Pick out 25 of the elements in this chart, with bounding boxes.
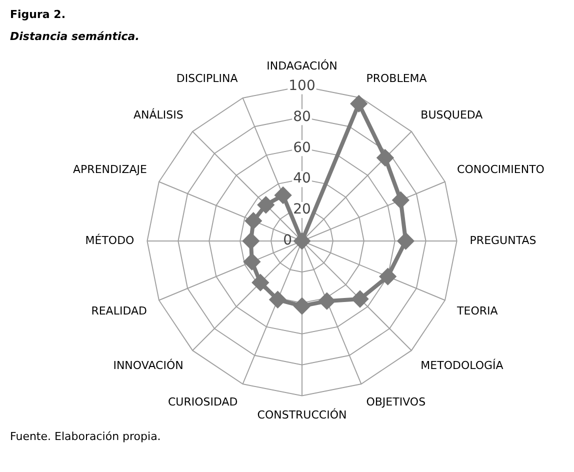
spoke-label: OBJETIVOS xyxy=(366,395,426,408)
spoke-label: METODOLOGÍA xyxy=(420,358,504,372)
y-tick-label: 40 xyxy=(293,170,311,187)
chart-title: Figura 2. xyxy=(10,8,66,21)
spoke-label: APRENDIZAJE xyxy=(73,163,148,176)
spoke-label: DISCIPLINA xyxy=(176,72,238,86)
y-tick-label: 20 xyxy=(293,202,311,218)
y-tick-label: 80 xyxy=(293,108,311,125)
spoke-label: REALIDAD xyxy=(91,304,147,318)
spoke-label: CONSTRUCCIÓN xyxy=(257,407,347,422)
spoke-label: ANÁLISIS xyxy=(133,108,184,122)
spoke-label: INNOVACIÓN xyxy=(113,358,184,372)
y-tick-label: 0 xyxy=(283,232,292,249)
spoke-label: MÉTODO xyxy=(85,232,135,247)
spoke-label: CONOCIMIENTO xyxy=(457,163,545,176)
y-tick-label: 100 xyxy=(288,78,316,94)
spoke-label: INDAGACIÓN xyxy=(266,58,338,72)
spoke-label: PROBLEMA xyxy=(366,72,428,86)
spoke-label: BUSQUEDA xyxy=(420,108,484,122)
spoke-label: TEORIA xyxy=(456,304,498,318)
chart-subtitle: Distancia semántica. xyxy=(10,30,140,43)
source-note: Fuente. Elaboración propia. xyxy=(10,430,161,443)
spoke-label: CURIOSIDAD xyxy=(168,395,238,408)
spoke-label: PREGUNTAS xyxy=(470,234,536,247)
y-tick-label: 60 xyxy=(293,140,311,156)
